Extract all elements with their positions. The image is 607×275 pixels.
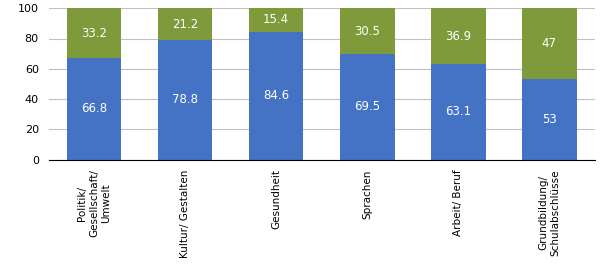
Text: 66.8: 66.8 xyxy=(81,103,107,116)
Bar xyxy=(67,59,121,160)
Text: 53: 53 xyxy=(542,113,557,126)
Text: 69.5: 69.5 xyxy=(354,100,381,114)
Bar xyxy=(158,8,212,40)
Text: 33.2: 33.2 xyxy=(81,27,107,40)
Bar xyxy=(158,40,212,160)
Bar xyxy=(431,64,486,160)
Text: 30.5: 30.5 xyxy=(354,25,380,38)
Text: 47: 47 xyxy=(542,37,557,50)
Bar xyxy=(431,8,486,64)
Text: 36.9: 36.9 xyxy=(445,30,472,43)
Text: 21.2: 21.2 xyxy=(172,18,198,31)
Bar xyxy=(249,8,304,32)
Bar xyxy=(249,32,304,160)
Text: 15.4: 15.4 xyxy=(263,13,290,26)
Bar xyxy=(340,8,395,54)
Bar xyxy=(67,8,121,59)
Text: 63.1: 63.1 xyxy=(445,105,472,118)
Bar xyxy=(340,54,395,160)
Text: 84.6: 84.6 xyxy=(263,89,290,102)
Bar xyxy=(522,8,577,79)
Text: 78.8: 78.8 xyxy=(172,94,198,106)
Bar xyxy=(522,79,577,160)
